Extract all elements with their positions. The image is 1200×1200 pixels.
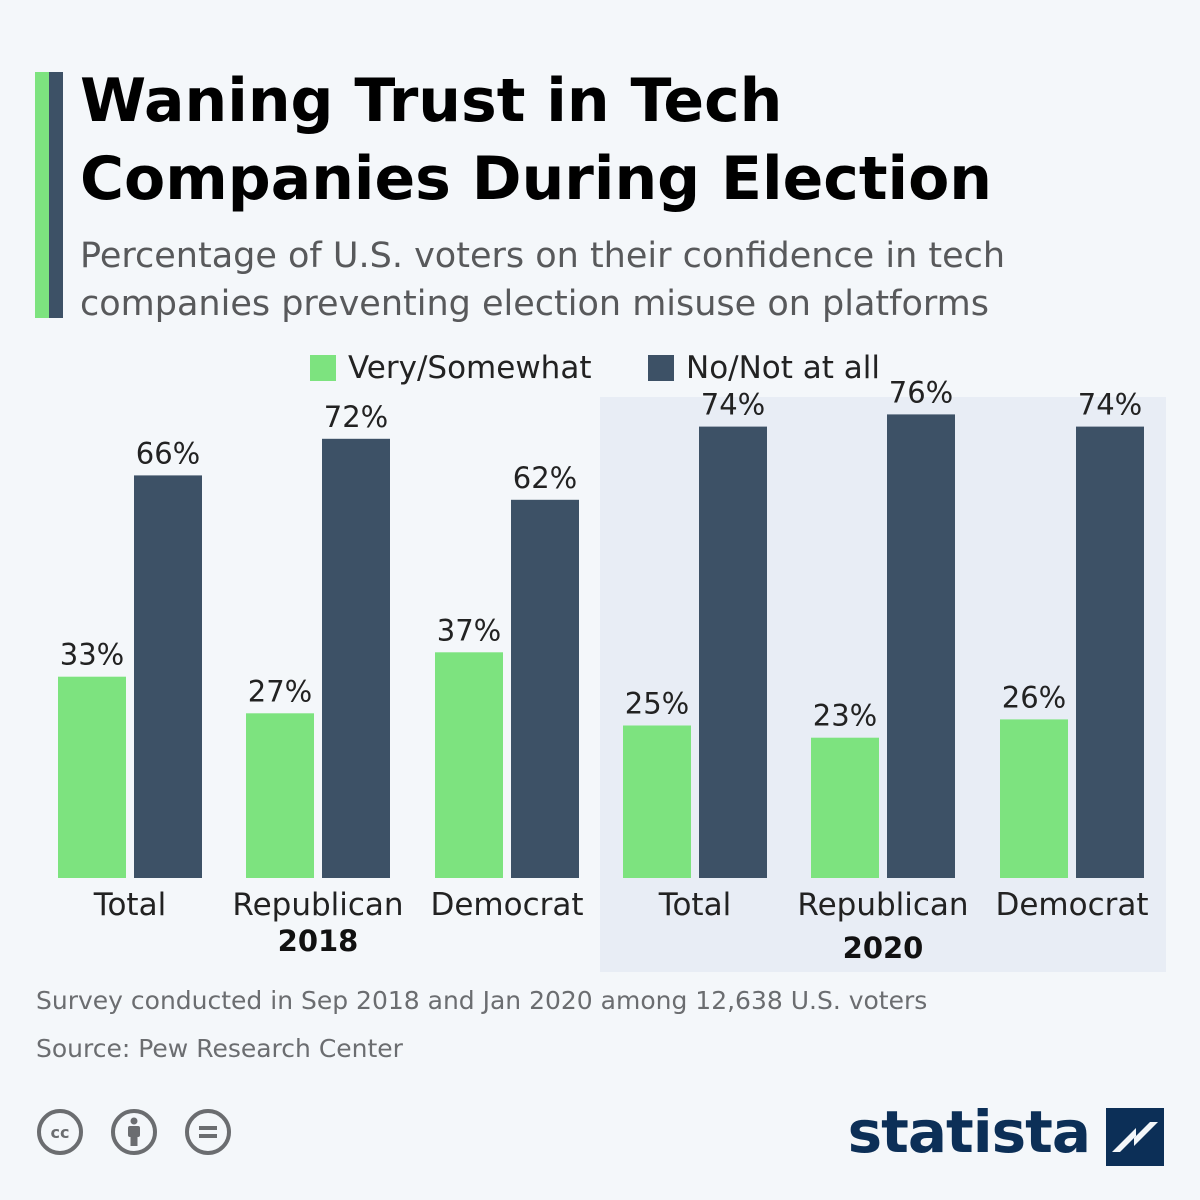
chart-title: Waning Trust in Tech Companies During El…	[80, 66, 993, 214]
creative-commons-icon: cc	[37, 1109, 83, 1155]
data-label-no-not-at-all-democrat-2018: 62%	[513, 461, 577, 495]
bar-very-somewhat-republican-2018	[246, 713, 314, 878]
survey-note: Survey conducted in Sep 2018 and Jan 202…	[36, 986, 928, 1015]
highlight-panel-2020	[600, 397, 1166, 972]
category-label-total-2020: Total	[658, 887, 731, 923]
data-label-no-not-at-all-republican-2018: 72%	[324, 400, 388, 434]
bar-no-not-at-all-republican-2018	[322, 438, 390, 878]
category-label-republican-2020: Republican	[797, 887, 968, 923]
legend-swatch-not-at-all	[648, 355, 674, 381]
no-derivatives-icon	[185, 1109, 231, 1155]
bar-no-not-at-all-total-2018	[134, 475, 202, 878]
category-label-democrat-2020: Democrat	[995, 887, 1148, 923]
bar-very-somewhat-democrat-2018	[435, 652, 503, 878]
statista-wordmark: statista	[847, 1098, 1091, 1166]
data-label-very-somewhat-total-2020: 25%	[625, 687, 689, 721]
bar-very-somewhat-total-2018	[58, 676, 126, 878]
data-label-no-not-at-all-total-2020: 74%	[701, 388, 765, 422]
group-label-2020: 2020	[843, 931, 924, 965]
bar-very-somewhat-republican-2020	[811, 737, 879, 878]
bar-very-somewhat-democrat-2020	[1000, 719, 1068, 878]
data-label-very-somewhat-total-2018: 33%	[60, 638, 124, 672]
source-note: Source: Pew Research Center	[36, 1034, 403, 1063]
category-label-republican-2018: Republican	[232, 887, 403, 923]
statista-logo-icon	[1106, 1108, 1164, 1166]
data-label-very-somewhat-republican-2020: 23%	[813, 699, 877, 733]
bar-no-not-at-all-democrat-2018	[511, 499, 579, 878]
bar-no-not-at-all-republican-2020	[887, 414, 955, 878]
data-label-no-not-at-all-total-2018: 66%	[136, 436, 200, 470]
legend-swatch-very-somewhat	[310, 355, 336, 381]
data-label-no-not-at-all-republican-2020: 76%	[889, 375, 953, 409]
bar-no-not-at-all-democrat-2020	[1076, 426, 1144, 878]
legend-item-not-at-all: No/Not at all	[648, 348, 880, 388]
data-label-very-somewhat-democrat-2018: 37%	[437, 613, 501, 647]
title-accent-bar-navy	[49, 72, 63, 318]
data-label-very-somewhat-democrat-2020: 26%	[1002, 680, 1066, 714]
bar-chart: 33% 66% Total 27% 72% Republican 37% 62% Democra…	[58, 375, 1166, 972]
data-label-very-somewhat-republican-2018: 27%	[248, 674, 312, 708]
legend-item-very-somewhat: Very/Somewhat	[310, 348, 591, 388]
bar-no-not-at-all-total-2020	[699, 426, 767, 878]
bar-very-somewhat-total-2020	[623, 725, 691, 878]
data-label-no-not-at-all-democrat-2020: 74%	[1078, 388, 1142, 422]
legend-label-very-somewhat: Very/Somewhat	[348, 350, 592, 386]
group-label-2018: 2018	[278, 924, 359, 958]
category-label-democrat-2018: Democrat	[430, 887, 583, 923]
title-accent-bar-green	[35, 72, 49, 318]
attribution-icon	[111, 1109, 157, 1155]
svg-text:cc: cc	[51, 1123, 70, 1142]
category-label-total-2018: Total	[93, 887, 166, 923]
legend-label-not-at-all: No/Not at all	[686, 350, 880, 386]
chart-subtitle: Percentage of U.S. voters on their confi…	[80, 236, 1006, 324]
chart-legend: Very/Somewhat No/Not at all	[0, 348, 1200, 388]
